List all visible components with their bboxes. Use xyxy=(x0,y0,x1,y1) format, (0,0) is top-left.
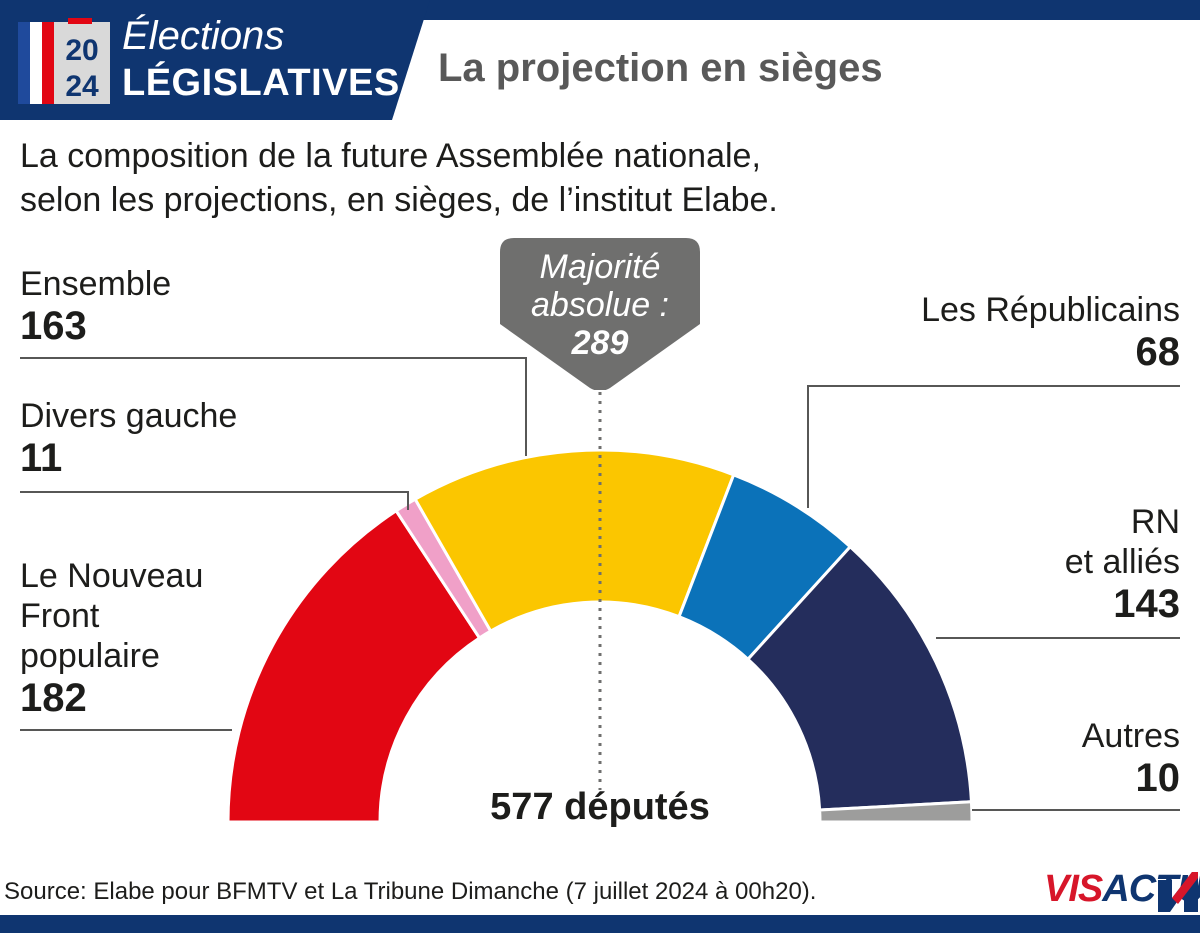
label-value: 182 xyxy=(20,676,87,720)
ballot-box-icon: 20 24 xyxy=(18,18,110,104)
label-value: 163 xyxy=(20,304,87,348)
slice-le-nouveau-front-populaire xyxy=(226,508,482,824)
total-seats: 577 députés xyxy=(490,786,710,828)
subtitle: La composition de la future Assemblée na… xyxy=(20,134,920,222)
leader-line-les-republicains xyxy=(807,385,1180,508)
logo-part1: VIS xyxy=(1044,868,1103,910)
slice-rn-et-allies xyxy=(745,544,974,812)
label-name-line: Le Nouveau xyxy=(20,557,204,595)
label-name-line: Divers gauche xyxy=(20,397,238,435)
leader-line-divers-gauche xyxy=(20,491,409,510)
label-name-line: RN xyxy=(1130,503,1180,541)
label-name-line: Front xyxy=(20,597,100,635)
source-note: Source: Elabe pour BFMTV et La Tribune D… xyxy=(4,878,817,905)
majority-callout: Majorité absolue : 289 xyxy=(500,238,700,390)
label-le-nouveau-front-populaire: Le Nouveau Front populaire 182 xyxy=(20,556,203,720)
subtitle-line2: selon les projections, en sièges, de l’i… xyxy=(20,181,778,219)
election-badge: 20 24 Élections LÉGISLATIVES xyxy=(0,0,430,120)
leader-line-ensemble xyxy=(20,357,527,456)
label-name-line: et alliés xyxy=(1064,543,1180,581)
bottom-bar xyxy=(0,915,1200,933)
label-value: 68 xyxy=(1135,330,1181,374)
slice-autres xyxy=(818,800,974,824)
label-value: 11 xyxy=(20,436,63,480)
majority-line1: Majorité xyxy=(539,248,661,286)
slice-ensemble xyxy=(413,448,736,634)
label-value: 10 xyxy=(1135,756,1181,800)
label-value: 143 xyxy=(1113,582,1180,626)
logo-mark-icon xyxy=(1158,872,1198,912)
ballot-year-top: 20 xyxy=(65,34,98,67)
label-name-line: Ensemble xyxy=(20,265,172,303)
label-name-line: Autres xyxy=(1081,717,1180,755)
label-name-line: populaire xyxy=(20,637,160,675)
badge-line1: Élections xyxy=(122,14,285,58)
label-ensemble: Ensemble 163 xyxy=(20,264,171,348)
majority-value: 289 xyxy=(571,324,629,362)
label-les-republicains: Les Républicains 68 xyxy=(921,290,1180,374)
label-autres: Autres 10 xyxy=(1082,716,1180,800)
subtitle-line1: La composition de la future Assemblée na… xyxy=(20,137,761,175)
majority-callout-shape xyxy=(500,238,700,390)
label-divers-gauche: Divers gauche 11 xyxy=(20,396,237,480)
label-rn-et-allies: RN et alliés 143 xyxy=(1065,502,1180,626)
visactu-logo: VISACTU xyxy=(1044,868,1200,911)
ballot-year-bottom: 24 xyxy=(65,70,99,103)
label-name-line: Les Républicains xyxy=(921,291,1180,329)
page-title: La projection en sièges xyxy=(438,46,883,90)
majority-line2: absolue : xyxy=(531,286,669,324)
badge-line2: LÉGISLATIVES xyxy=(122,62,400,104)
